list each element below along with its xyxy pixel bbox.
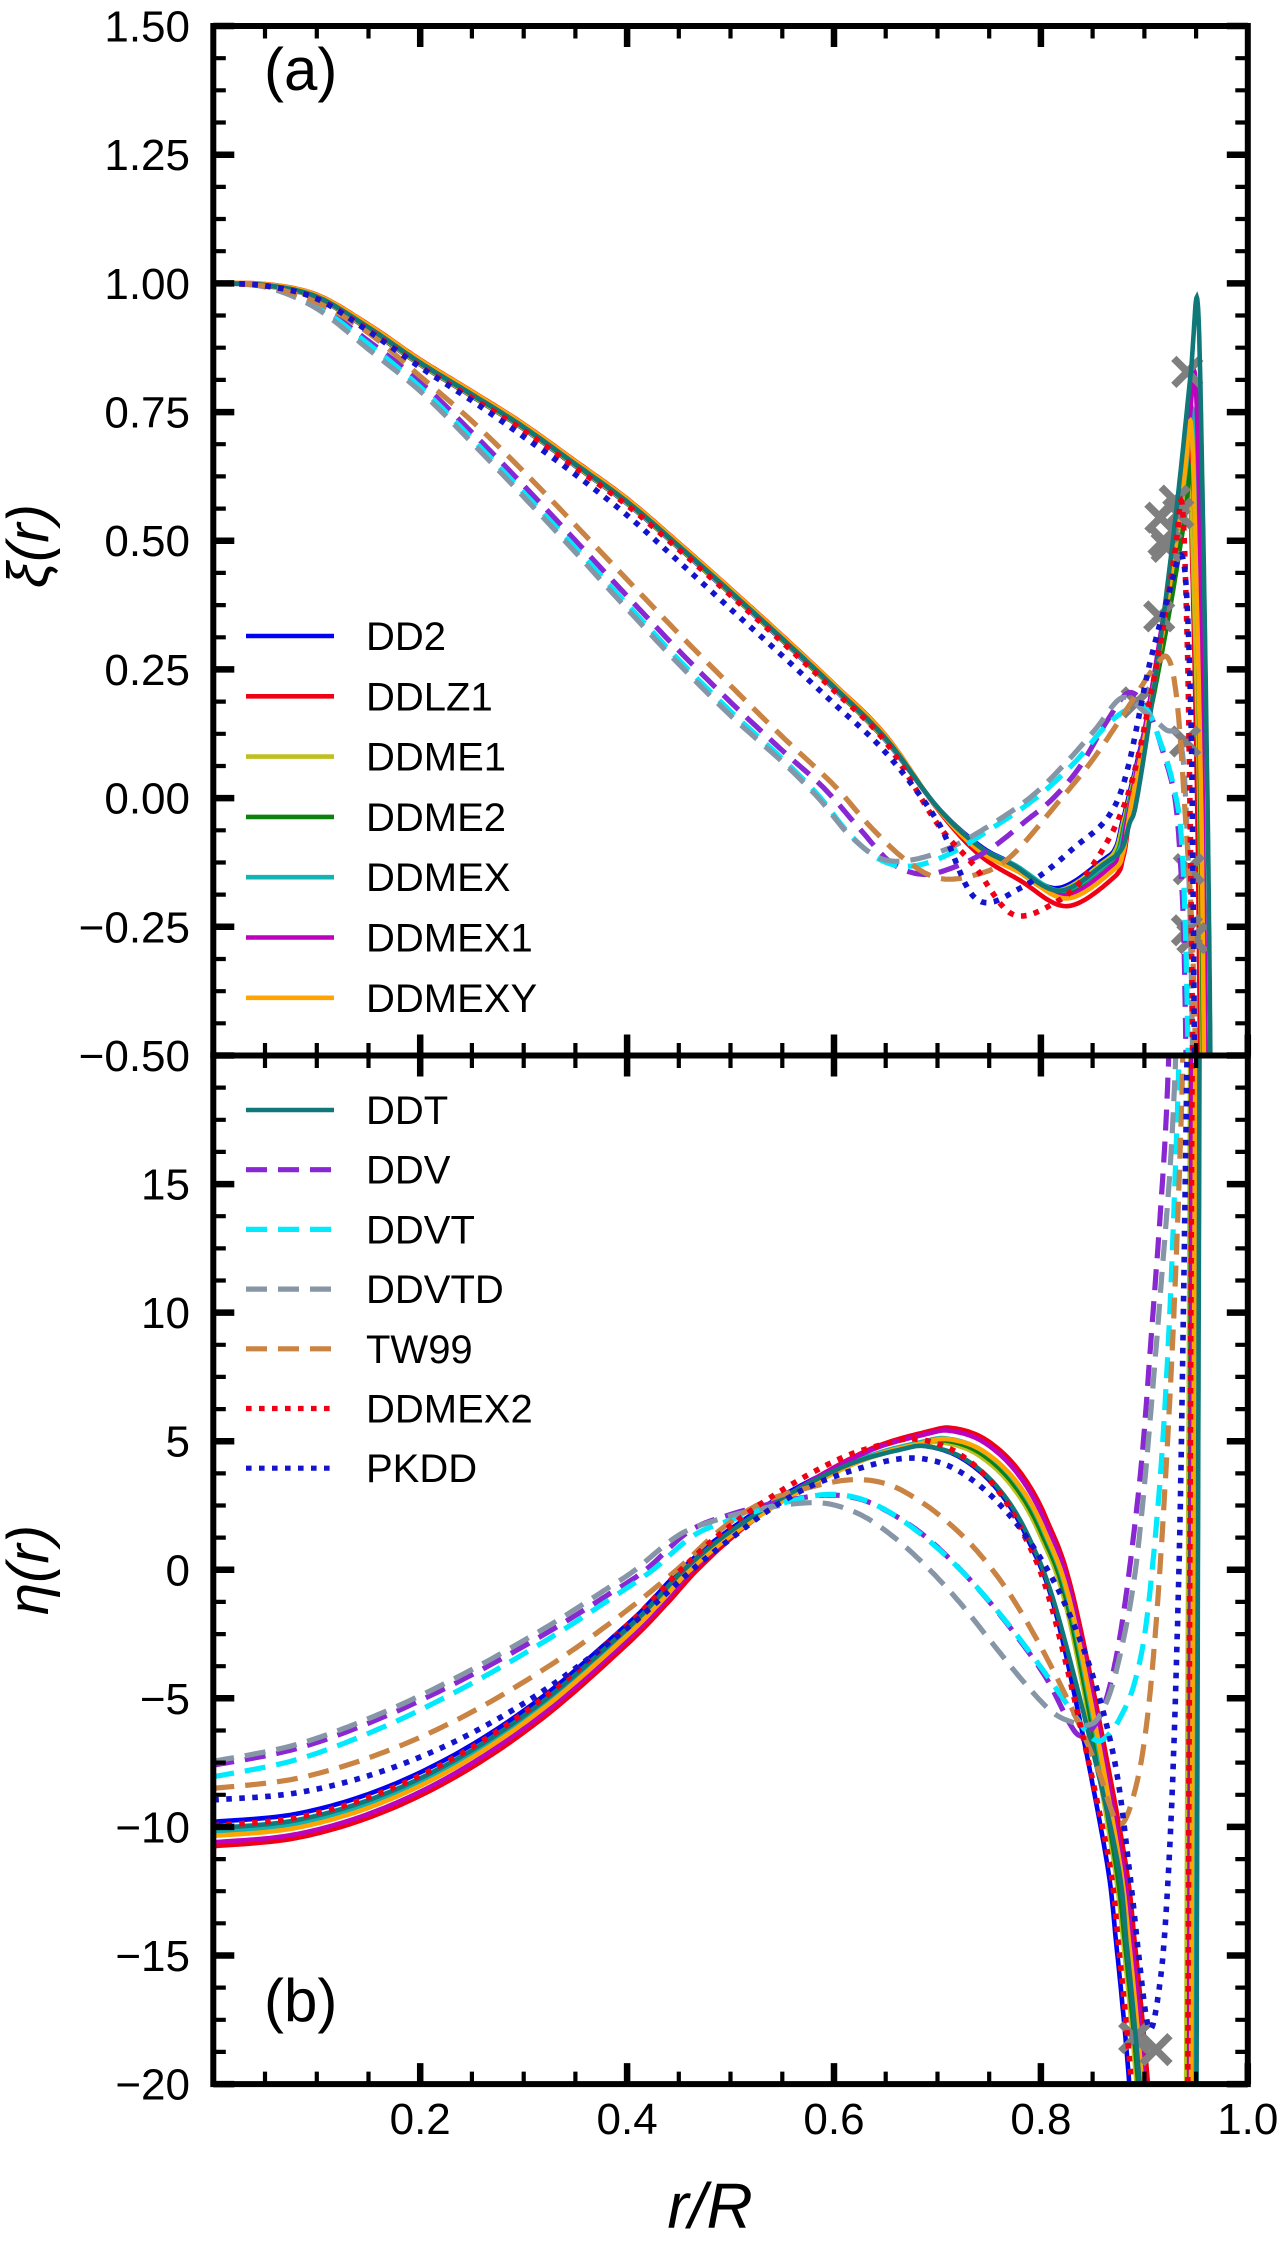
- svg-text:1.50: 1.50: [104, 3, 190, 52]
- svg-text:−20: −20: [115, 2061, 190, 2110]
- svg-text:0.2: 0.2: [390, 2095, 451, 2144]
- svg-text:ξ(r): ξ(r): [0, 504, 61, 588]
- svg-text:1.0: 1.0: [1217, 2095, 1278, 2144]
- svg-text:TW99: TW99: [366, 1328, 473, 1372]
- svg-text:DD2: DD2: [366, 615, 446, 659]
- svg-text:10: 10: [141, 1289, 190, 1338]
- svg-text:0.00: 0.00: [104, 775, 190, 824]
- svg-text:0.8: 0.8: [1010, 2095, 1071, 2144]
- svg-text:0.50: 0.50: [104, 517, 190, 566]
- svg-text:0.25: 0.25: [104, 646, 190, 695]
- svg-text:(b): (b): [264, 1967, 337, 2034]
- svg-text:DDVTD: DDVTD: [366, 1268, 504, 1312]
- svg-text:0: 0: [166, 1546, 190, 1595]
- svg-text:15: 15: [141, 1161, 190, 1210]
- svg-text:r/R: r/R: [667, 2170, 752, 2242]
- svg-text:DDMEXY: DDMEXY: [366, 977, 537, 1021]
- svg-text:−10: −10: [115, 1803, 190, 1852]
- svg-text:5: 5: [166, 1418, 190, 1467]
- svg-text:−0.25: −0.25: [79, 903, 190, 952]
- svg-text:−5: −5: [140, 1675, 190, 1724]
- svg-text:DDT: DDT: [366, 1089, 448, 1133]
- svg-text:DDMEX: DDMEX: [366, 856, 510, 900]
- svg-text:η(r): η(r): [0, 1525, 61, 1615]
- svg-text:1.00: 1.00: [104, 260, 190, 309]
- svg-text:DDMEX2: DDMEX2: [366, 1388, 533, 1432]
- svg-text:DDVT: DDVT: [366, 1208, 475, 1252]
- svg-text:0.6: 0.6: [803, 2095, 864, 2144]
- svg-text:(a): (a): [264, 36, 337, 103]
- svg-text:0.75: 0.75: [104, 389, 190, 438]
- svg-text:DDME1: DDME1: [366, 736, 506, 780]
- svg-text:−0.50: −0.50: [79, 1032, 190, 1081]
- svg-text:0.4: 0.4: [597, 2095, 658, 2144]
- svg-text:DDLZ1: DDLZ1: [366, 675, 493, 719]
- svg-text:DDV: DDV: [366, 1149, 451, 1193]
- svg-text:−15: −15: [115, 1932, 190, 1981]
- svg-text:PKDD: PKDD: [366, 1447, 477, 1491]
- svg-text:DDMEX1: DDMEX1: [366, 917, 533, 961]
- svg-text:DDME2: DDME2: [366, 796, 506, 840]
- svg-text:1.25: 1.25: [104, 131, 190, 180]
